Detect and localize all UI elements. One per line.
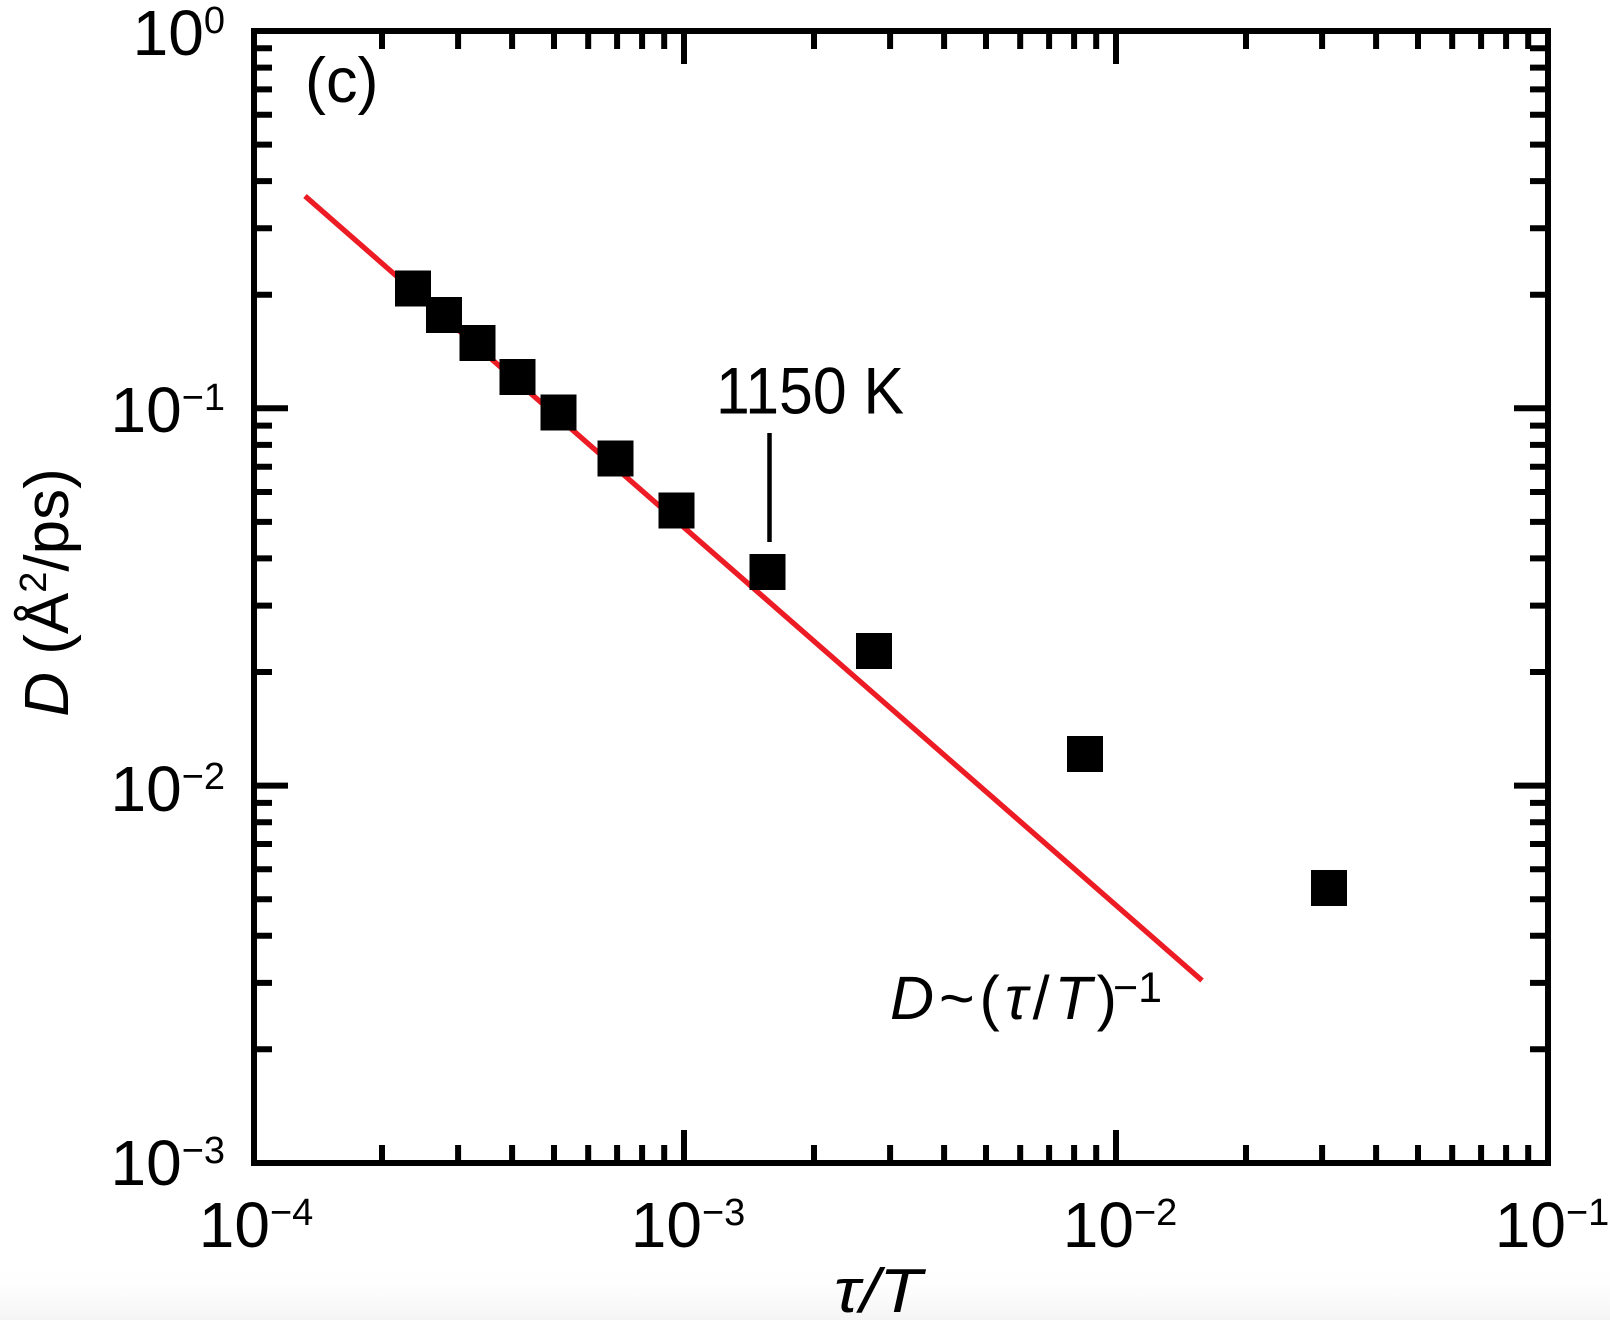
svg-text:τ/T: τ/T [834, 1257, 927, 1320]
svg-text:10−4: 10−4 [199, 1189, 314, 1261]
svg-text:1150 K: 1150 K [716, 354, 904, 428]
svg-text:100: 100 [133, 0, 225, 69]
svg-text:10−2: 10−2 [1063, 1189, 1178, 1261]
svg-text:D (Å2/ps): D (Å2/ps) [13, 468, 82, 717]
svg-text:(c): (c) [305, 46, 378, 116]
svg-text:10−1: 10−1 [1495, 1189, 1610, 1261]
svg-text:−1: −1 [1113, 964, 1162, 1012]
svg-text:10−3: 10−3 [631, 1189, 746, 1261]
svg-text:10−2: 10−2 [110, 753, 225, 825]
svg-text:10−1: 10−1 [110, 374, 225, 446]
svg-text:D~(τ/T): D~(τ/T) [890, 964, 1117, 1032]
